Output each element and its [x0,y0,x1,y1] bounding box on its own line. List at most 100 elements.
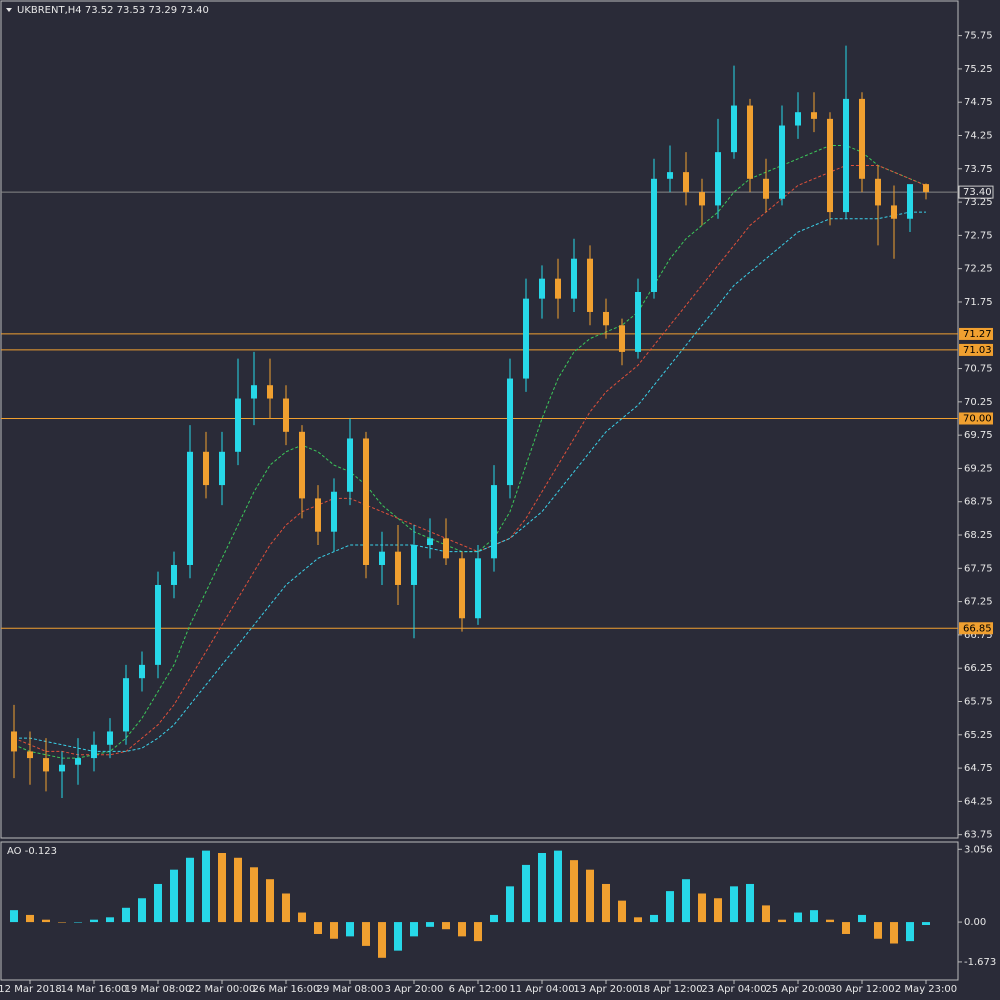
ao-bar [10,910,18,923]
y-tick-label: 69.75 [964,430,993,441]
ao-bar [442,922,450,930]
candle-body [811,112,817,119]
ao-bar [122,907,130,923]
candle-body [347,438,353,492]
y-tick-label: 75.25 [964,64,993,75]
ao-bar [650,914,658,923]
candle-body [171,564,177,585]
candle-body [395,551,401,585]
ao-frame [0,841,959,981]
level-label: 71.03 [963,345,992,356]
candle-body [251,385,257,399]
ao-bar [330,922,338,939]
ao-bar [746,883,754,923]
y-tick-label: 74.75 [964,97,993,108]
ao-bar [778,919,786,923]
candle-body [555,278,561,299]
moving-average [14,211,926,752]
x-tick-label: 22 Mar 00:00 [189,984,256,995]
y-tick-label: 72.25 [964,264,993,275]
ao-bar [202,850,210,923]
candle-body [891,205,897,219]
ao-bar [730,886,738,923]
candle-body [139,664,145,679]
ao-bar [618,900,626,923]
current-price-label: 73.40 [963,187,992,198]
candle-body [267,385,273,399]
ao-bar [426,922,434,927]
candle-body [587,258,593,312]
ao-bar [58,922,66,923]
candle-body [91,744,97,759]
ao-title: AO -0.123 [7,846,57,857]
level-tag [959,622,993,635]
candle-body [827,118,833,213]
candle-body [379,551,385,565]
y-tick-label: 0.00 [964,917,986,928]
ao-bar [666,891,674,923]
current-price-tag [958,185,994,199]
candle-body [843,98,849,213]
level-label: 70.00 [963,414,992,425]
candle-body [443,538,449,559]
ao-bar [90,919,98,923]
candle-body [155,584,161,665]
candle-body [907,184,913,219]
x-tick-label: 29 Mar 08:00 [317,984,384,995]
candle-body [731,105,737,153]
ao-bar [890,922,898,944]
ao-bar [346,922,354,937]
x-tick-label: 3 Apr 20:00 [385,984,444,995]
ao-bar [410,922,418,937]
ao-bar [218,853,226,923]
ao-bar [234,857,242,923]
candle-body [651,178,657,292]
ao-bar [186,857,194,923]
y-tick-label: 63.75 [964,830,993,841]
level-tag [959,412,993,425]
ao-bar [570,860,578,923]
ao-bar [266,879,274,923]
y-tick-label: 73.75 [964,164,993,175]
candle-body [859,98,865,179]
candle-body [459,558,465,619]
candle-body [923,184,929,193]
candle-body [779,125,785,199]
candle-body [235,398,241,452]
x-tick-label: 13 Apr 20:00 [573,984,638,995]
ao-bar [698,893,706,923]
ao-bar [26,914,34,923]
candle-body [123,678,129,732]
x-tick-label: 12 Mar 2018 [0,984,62,995]
candle-body [571,258,577,299]
x-tick-label: 18 Apr 12:00 [637,984,702,995]
candle-body [219,451,225,486]
candle-body [635,291,641,352]
candle-body [427,538,433,546]
candle-body [203,451,209,486]
ao-bar [874,922,882,939]
candle-body [603,311,609,326]
x-tick-label: 23 Apr 04:00 [701,984,766,995]
ao-bar [794,912,802,923]
y-tick-label: 71.75 [964,297,993,308]
ao-bar [506,886,514,923]
ao-bar [154,883,162,923]
ao-bar [762,905,770,923]
ao-bar [474,922,482,942]
y-tick-label: 3.056 [964,844,993,855]
y-tick-label: 65.75 [964,696,993,707]
ao-bar [170,869,178,923]
y-tick-label: 64.75 [964,763,993,774]
symbol-header: UKBRENT,H4 73.52 73.53 73.29 73.40 [17,5,209,16]
y-tick-label: 65.25 [964,730,993,741]
ao-bar [394,922,402,951]
y-tick-label: -1.673 [964,957,996,968]
candle-body [747,105,753,179]
main-frame [0,0,959,839]
x-tick-label: 11 Apr 04:00 [509,984,574,995]
ao-bar [362,922,370,946]
candle-body [331,491,337,532]
menu-arrow[interactable] [6,8,12,12]
